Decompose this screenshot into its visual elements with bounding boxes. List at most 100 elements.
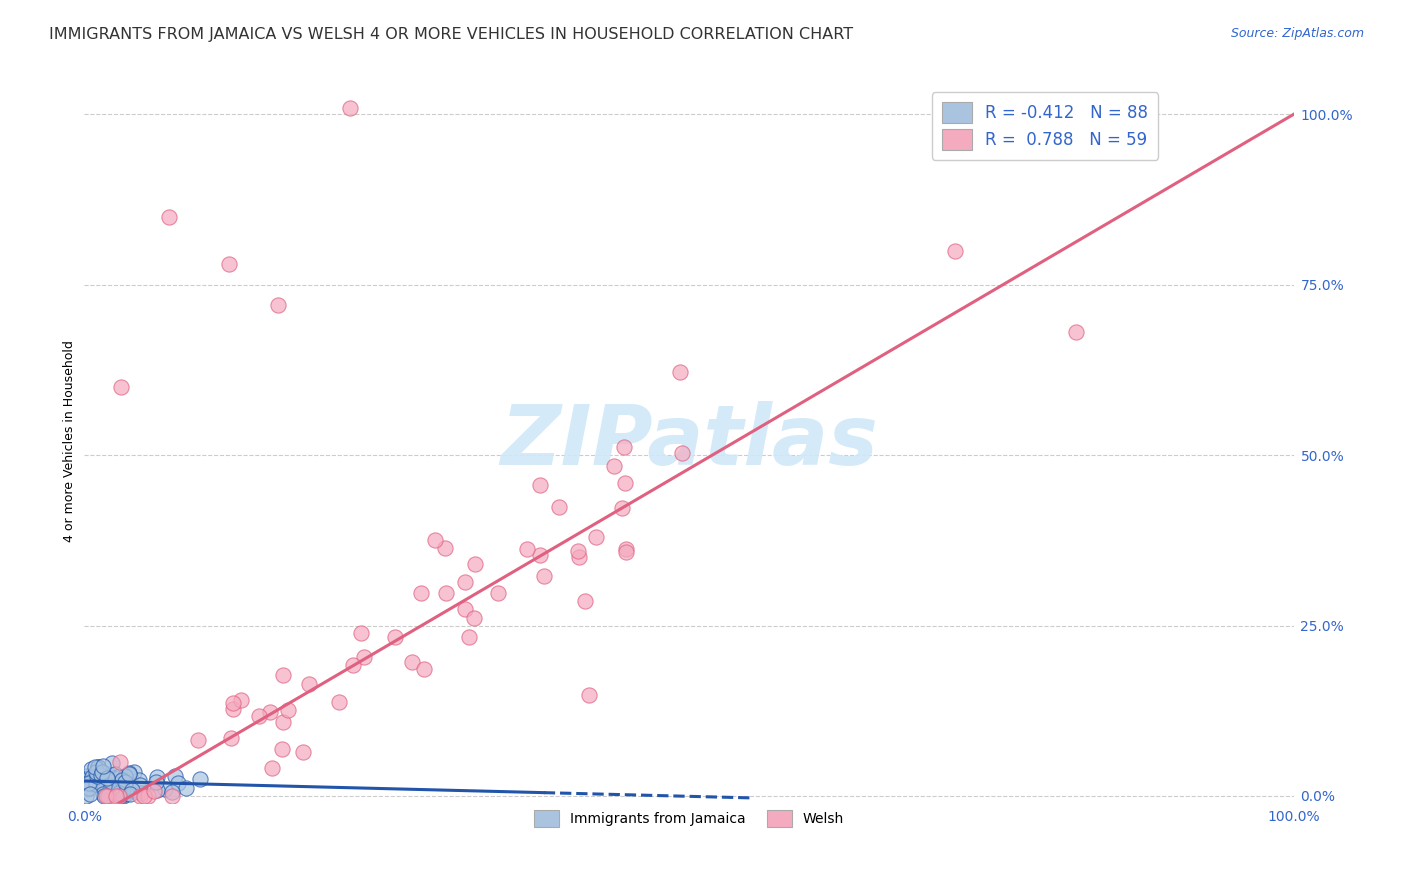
Point bbox=[1064, 326, 1087, 340]
Point bbox=[107, 777, 129, 791]
Point bbox=[121, 782, 143, 797]
Point bbox=[89, 769, 111, 783]
Point bbox=[98, 785, 121, 799]
Point bbox=[87, 760, 110, 774]
Point bbox=[162, 789, 184, 803]
Point bbox=[108, 789, 131, 803]
Point bbox=[94, 773, 117, 788]
Point bbox=[413, 662, 436, 676]
Point bbox=[567, 543, 589, 558]
Point bbox=[83, 770, 105, 784]
Point bbox=[145, 774, 167, 789]
Point bbox=[458, 631, 481, 645]
Point bbox=[97, 779, 120, 793]
Point bbox=[516, 541, 538, 556]
Point bbox=[76, 772, 98, 786]
Text: IMMIGRANTS FROM JAMAICA VS WELSH 4 OR MORE VEHICLES IN HOUSEHOLD CORRELATION CHA: IMMIGRANTS FROM JAMAICA VS WELSH 4 OR MO… bbox=[49, 27, 853, 42]
Point bbox=[155, 781, 177, 796]
Point bbox=[219, 731, 242, 745]
Point bbox=[90, 780, 112, 794]
Point bbox=[131, 786, 153, 800]
Point bbox=[75, 774, 97, 789]
Point bbox=[425, 533, 447, 548]
Point bbox=[91, 787, 114, 801]
Point bbox=[96, 772, 118, 786]
Point bbox=[167, 775, 190, 789]
Point bbox=[94, 771, 117, 785]
Point bbox=[86, 769, 108, 783]
Point bbox=[463, 611, 485, 625]
Point bbox=[120, 769, 142, 783]
Point bbox=[163, 769, 186, 783]
Point bbox=[218, 257, 240, 271]
Point bbox=[277, 703, 299, 717]
Point bbox=[110, 789, 132, 803]
Point bbox=[87, 760, 110, 774]
Point bbox=[96, 771, 118, 785]
Point bbox=[614, 544, 637, 558]
Point bbox=[84, 765, 107, 780]
Point bbox=[77, 775, 100, 789]
Point bbox=[454, 602, 477, 616]
Point bbox=[574, 594, 596, 608]
Point bbox=[77, 771, 100, 785]
Point bbox=[97, 789, 120, 803]
Point bbox=[401, 656, 423, 670]
Point bbox=[96, 783, 118, 797]
Point bbox=[93, 789, 115, 803]
Point bbox=[943, 244, 966, 258]
Point bbox=[143, 784, 166, 798]
Point bbox=[94, 789, 117, 803]
Point bbox=[100, 780, 122, 795]
Point bbox=[84, 771, 107, 785]
Point bbox=[94, 780, 117, 794]
Point bbox=[86, 778, 108, 792]
Point bbox=[82, 777, 104, 791]
Point bbox=[75, 789, 97, 803]
Point bbox=[96, 772, 118, 787]
Point bbox=[77, 780, 100, 795]
Point bbox=[118, 788, 141, 802]
Point bbox=[222, 702, 245, 716]
Point bbox=[411, 586, 433, 600]
Point bbox=[93, 779, 115, 793]
Point bbox=[83, 776, 105, 790]
Point bbox=[117, 766, 139, 780]
Point bbox=[247, 709, 270, 723]
Point bbox=[174, 780, 197, 795]
Point bbox=[76, 781, 98, 796]
Point bbox=[91, 775, 114, 789]
Point bbox=[110, 380, 132, 394]
Point bbox=[297, 677, 319, 691]
Point bbox=[529, 548, 551, 562]
Point bbox=[84, 776, 107, 790]
Point bbox=[105, 789, 128, 803]
Point bbox=[84, 760, 107, 774]
Point bbox=[610, 500, 633, 515]
Point bbox=[91, 764, 114, 779]
Point bbox=[79, 774, 101, 789]
Point bbox=[342, 657, 364, 672]
Point bbox=[87, 762, 110, 776]
Point bbox=[82, 770, 104, 784]
Point bbox=[229, 693, 252, 707]
Point bbox=[669, 365, 692, 379]
Point bbox=[603, 458, 626, 473]
Point bbox=[533, 568, 555, 582]
Point bbox=[87, 777, 110, 791]
Point bbox=[80, 763, 103, 777]
Point bbox=[187, 732, 209, 747]
Point bbox=[464, 557, 486, 571]
Point bbox=[613, 440, 636, 454]
Point bbox=[134, 789, 156, 803]
Point bbox=[291, 745, 314, 759]
Point bbox=[529, 478, 551, 492]
Point bbox=[114, 775, 136, 789]
Point bbox=[73, 777, 96, 791]
Point bbox=[122, 764, 145, 779]
Point bbox=[101, 756, 124, 771]
Point bbox=[328, 695, 350, 709]
Point bbox=[671, 446, 693, 460]
Point bbox=[110, 756, 132, 770]
Point bbox=[91, 759, 114, 773]
